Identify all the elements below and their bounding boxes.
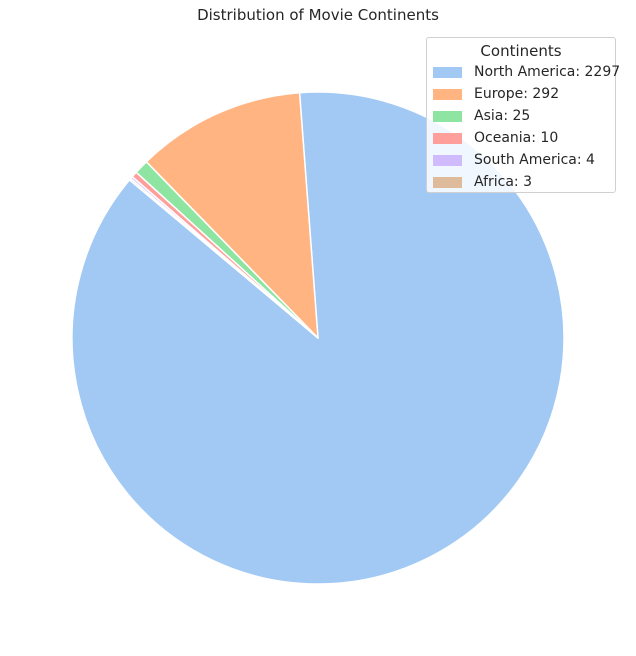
legend-swatch bbox=[433, 67, 462, 78]
legend: Continents North America: 2297 Europe: 29… bbox=[426, 37, 620, 194]
legend-swatch bbox=[433, 89, 462, 100]
legend-label: Europe: 292 bbox=[474, 86, 560, 102]
legend-label: Africa: 3 bbox=[474, 174, 533, 190]
legend-label: Asia: 25 bbox=[474, 108, 531, 124]
legend-item-asia: Asia: 25 bbox=[427, 106, 615, 128]
legend-item-europe: Europe: 292 bbox=[427, 84, 615, 106]
legend-item-oceania: Oceania: 10 bbox=[427, 128, 615, 150]
legend-title: Continents bbox=[480, 42, 562, 60]
chart-title: Distribution of Movie Continents bbox=[197, 6, 439, 24]
legend-label: North America: 2297 bbox=[474, 64, 621, 80]
legend-label: Oceania: 10 bbox=[474, 130, 559, 146]
legend-label: South America: 4 bbox=[474, 152, 595, 168]
pie-slice-europe bbox=[145, 91, 319, 339]
legend-swatch bbox=[433, 177, 462, 188]
legend-item-africa: Africa: 3 bbox=[427, 172, 615, 194]
legend-item-south-america: South America: 4 bbox=[427, 150, 615, 172]
legend-swatch bbox=[433, 133, 462, 144]
legend-swatch bbox=[433, 111, 462, 122]
legend-item-north-america: North America: 2297 bbox=[427, 62, 620, 84]
legend-swatch bbox=[433, 155, 462, 166]
pie-slice-africa bbox=[128, 177, 319, 339]
